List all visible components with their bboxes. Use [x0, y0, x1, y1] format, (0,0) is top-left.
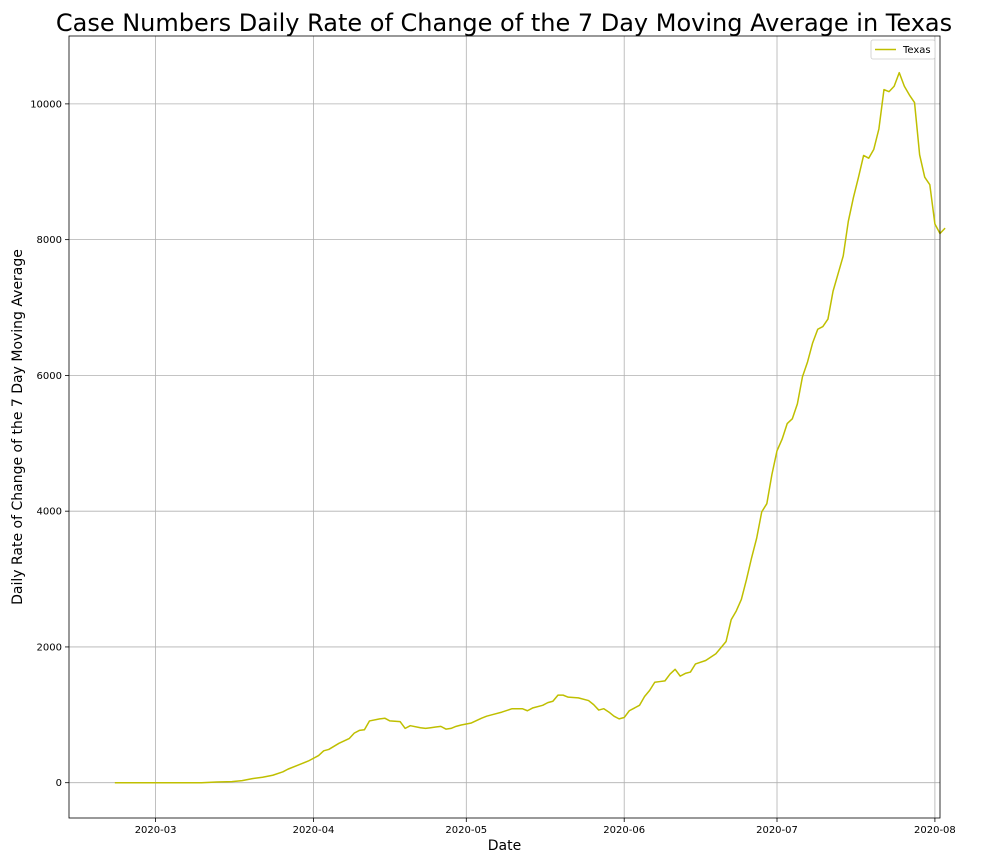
x-tick-label-2: 2020-05: [445, 825, 487, 836]
x-tick-label-5: 2020-08: [914, 825, 956, 836]
legend-box: [870, 39, 936, 60]
x-tick-label-4: 2020-07: [756, 825, 798, 836]
y-tick-label-4: 8000: [37, 235, 62, 246]
x-tick-label-3: 2020-06: [603, 825, 645, 836]
x-tick-label-0: 2020-03: [135, 825, 177, 836]
x-tick-label-1: 2020-04: [293, 825, 335, 836]
x-axis-ticks: 2020-03 2020-04 2020-05 2020-06 2020-07 2020-…: [135, 818, 956, 836]
y-tick-label-3: 6000: [37, 371, 62, 382]
y-tick-label-2: 4000: [37, 507, 62, 518]
y-axis-label: Daily Rate of Change of the 7 Day Moving…: [10, 249, 26, 605]
y-tick-label-5: 10000: [30, 99, 62, 110]
series-line-texas: [114, 71, 946, 784]
legend-label-texas: Texas: [902, 45, 931, 56]
chart-title: Case Numbers Daily Rate of Change of the…: [56, 9, 952, 37]
y-tick-label-0: 0: [56, 778, 62, 789]
series-layer: [114, 71, 946, 784]
plot-frame: [68, 35, 941, 819]
legend: Texas: [870, 39, 936, 60]
y-axis-ticks: 0 2000 4000 6000 8000 10000: [30, 99, 69, 789]
y-tick-label-1: 2000: [37, 642, 62, 653]
x-axis-label: Date: [488, 838, 521, 854]
